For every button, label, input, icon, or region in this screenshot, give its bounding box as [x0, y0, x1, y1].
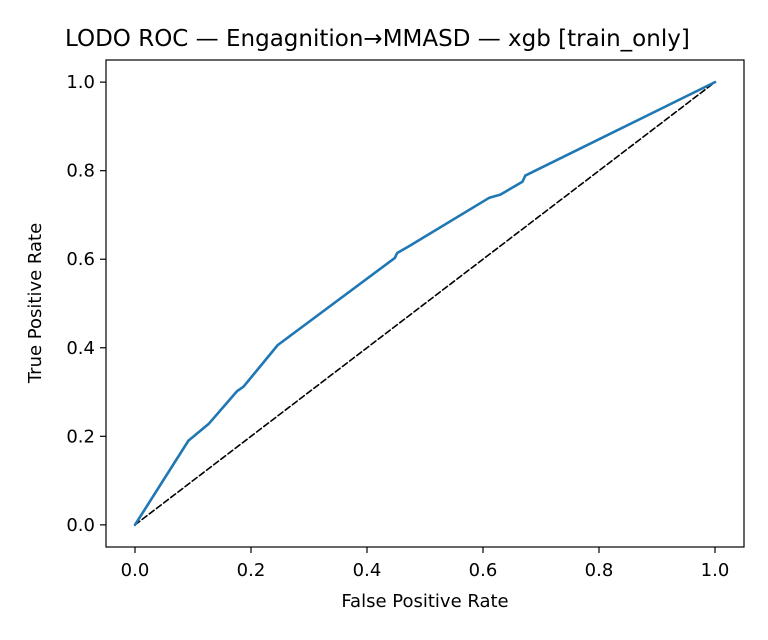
y-tick-label: 1.0: [66, 72, 95, 93]
chart-title: LODO ROC — Engagnition→MMASD — xgb [trai…: [65, 26, 690, 52]
x-tick-label: 0.2: [237, 560, 266, 581]
chance-diagonal-line: [134, 81, 716, 526]
y-tick-label: 0.6: [66, 249, 95, 270]
roc-curve-line: [133, 80, 717, 527]
x-tick-label: 1.0: [701, 560, 730, 581]
x-tick-label: 0.8: [585, 560, 614, 581]
y-tick-label: 0.4: [66, 338, 95, 359]
x-tick-label: 0.4: [353, 560, 382, 581]
y-tick-label: 0.2: [66, 426, 95, 447]
x-axis-label: False Positive Rate: [341, 591, 508, 612]
y-axis-label: True Positive Rate: [25, 223, 46, 384]
x-tick-label: 0.0: [121, 560, 150, 581]
y-tick-label: 0.0: [66, 515, 95, 536]
axis-ticks: 0.0 0.2 0.4 0.6 0.8 1.0 0.0 0.2 0.4 0.6 0.8 1.0: [66, 72, 729, 581]
plot-frame: [105, 59, 745, 548]
y-tick-label: 0.8: [66, 161, 95, 182]
plot-area: [133, 80, 717, 527]
x-tick-label: 0.6: [469, 560, 498, 581]
